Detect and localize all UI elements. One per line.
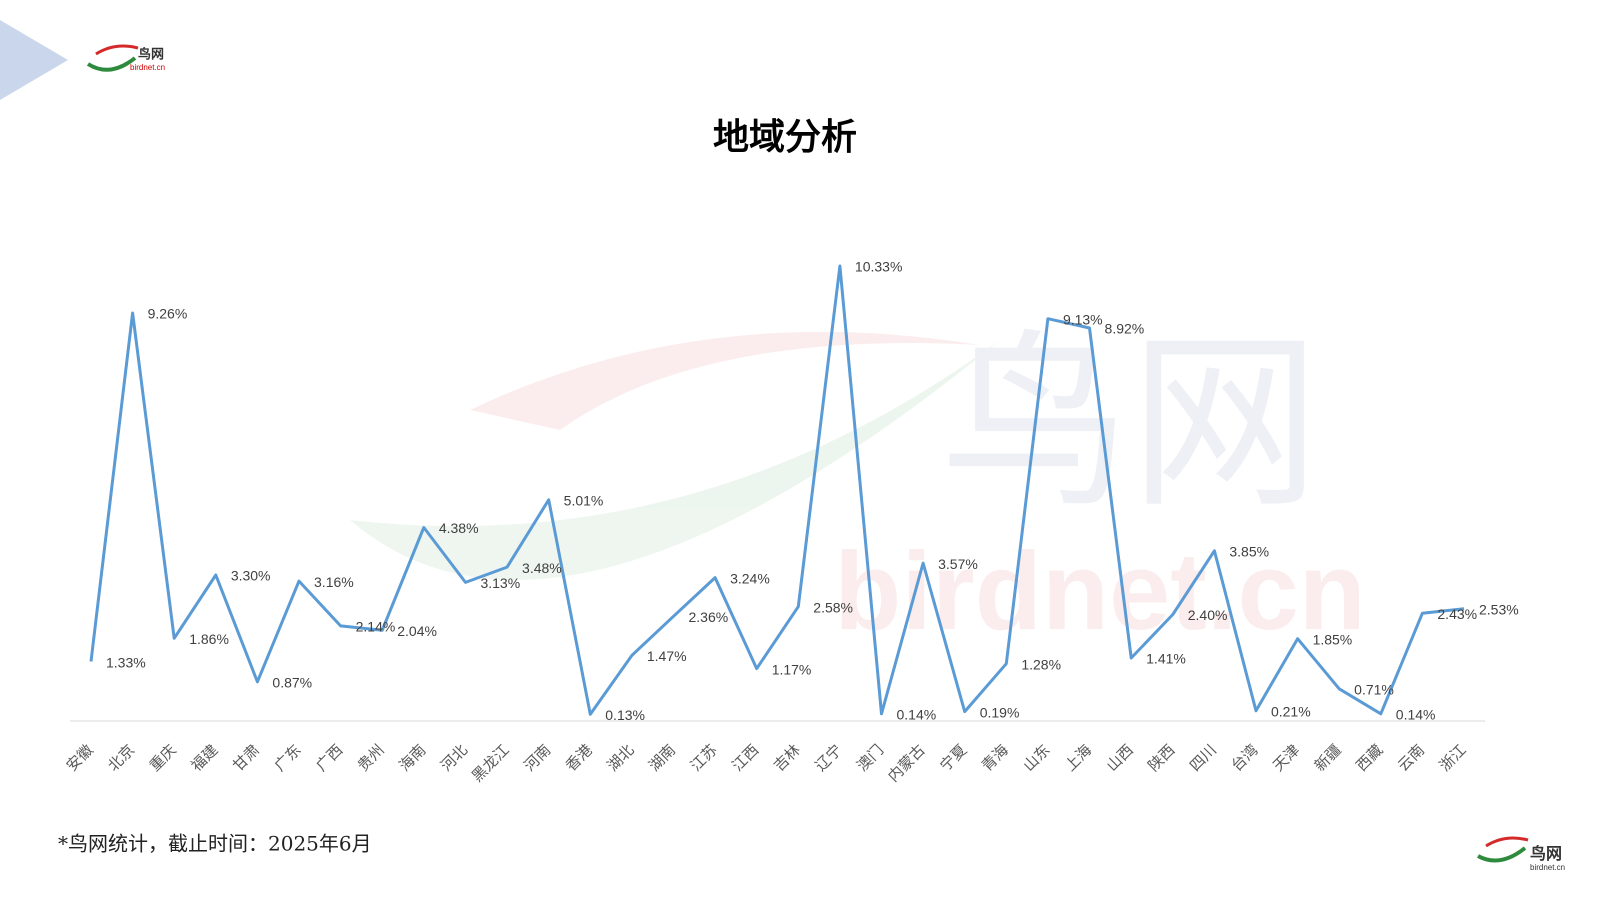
x-tick-label: 新疆 <box>1312 742 1345 775</box>
x-tick-label: 贵州 <box>355 742 388 775</box>
data-label: 2.14% <box>356 619 396 635</box>
watermark-name: 鸟网 <box>940 313 1320 534</box>
x-tick-label: 宁夏 <box>937 742 970 775</box>
data-label: 1.85% <box>1313 631 1353 647</box>
logo-name: 鸟网 <box>1530 844 1562 863</box>
data-label: 1.41% <box>1146 651 1186 667</box>
x-tick-label: 湖南 <box>646 742 679 775</box>
x-tick-label: 内蒙古 <box>885 742 929 786</box>
data-label: 10.33% <box>855 259 902 275</box>
x-tick-label: 河北 <box>438 742 471 775</box>
x-tick-label: 海南 <box>396 742 429 775</box>
x-tick-label: 香港 <box>563 742 596 775</box>
x-tick-label: 上海 <box>1062 742 1095 775</box>
x-tick-label: 河南 <box>521 742 554 775</box>
logo-domain: birdnet.cn <box>1530 863 1565 872</box>
x-tick-label: 澳门 <box>854 742 887 775</box>
x-tick-label: 黑龙江 <box>469 742 513 786</box>
x-tick-label: 安徽 <box>63 742 96 775</box>
footnote: *鸟网统计，截止时间：2025年6月 <box>58 832 372 856</box>
data-label: 1.47% <box>647 648 687 664</box>
x-tick-label: 山东 <box>1020 742 1053 775</box>
watermark-swoosh <box>470 331 980 430</box>
x-tick-label: 辽宁 <box>812 742 845 775</box>
data-label: 9.13% <box>1063 311 1103 327</box>
data-label: 1.28% <box>1021 656 1061 672</box>
data-label: 0.14% <box>897 707 937 723</box>
data-line <box>89 264 1465 716</box>
watermark-domain: birdnet.cn <box>834 530 1366 653</box>
x-tick-label: 吉林 <box>771 742 804 775</box>
data-label: 3.13% <box>480 575 520 591</box>
x-tick-label: 四川 <box>1187 742 1220 775</box>
x-tick-label: 山西 <box>1104 742 1137 775</box>
x-tick-label: 北京 <box>105 742 138 775</box>
data-label: 2.43% <box>1437 606 1477 622</box>
x-tick-label: 福建 <box>188 742 221 775</box>
data-label: 2.36% <box>688 609 728 625</box>
x-tick-label: 江西 <box>729 742 762 775</box>
x-tick-label: 湖北 <box>604 742 637 775</box>
data-label: 0.13% <box>605 707 645 723</box>
data-label: 3.16% <box>314 574 354 590</box>
data-label: 4.38% <box>439 520 479 536</box>
logo-swoosh <box>1477 846 1527 863</box>
data-label: 3.24% <box>730 570 770 586</box>
data-label: 3.85% <box>1229 543 1269 559</box>
data-label: 2.53% <box>1479 602 1519 618</box>
x-tick-label: 天津 <box>1270 742 1303 775</box>
data-label: 0.14% <box>1396 707 1436 723</box>
x-tick-label: 广西 <box>313 742 346 775</box>
chart-title: 地域分析 <box>713 116 857 158</box>
x-tick-label: 西藏 <box>1353 742 1386 775</box>
x-tick-label: 甘肃 <box>230 742 263 775</box>
data-label: 0.19% <box>980 704 1020 720</box>
x-tick-label: 重庆 <box>147 742 180 775</box>
x-tick-label: 青海 <box>979 742 1012 775</box>
logo-small: 鸟网 birdnet.cn <box>1477 836 1565 872</box>
data-label: 8.92% <box>1105 321 1145 337</box>
data-label: 9.26% <box>148 306 188 322</box>
x-tick-label: 浙江 <box>1436 742 1469 775</box>
data-label: 0.21% <box>1271 703 1311 719</box>
watermark: 鸟网 birdnet.cn <box>350 313 1366 653</box>
logo-swoosh <box>1485 836 1529 848</box>
x-tick-label: 陕西 <box>1145 742 1178 775</box>
corner-triangle <box>0 20 68 100</box>
data-label: 3.30% <box>231 568 271 584</box>
data-label: 0.71% <box>1354 681 1394 697</box>
logo-swoosh <box>95 44 139 56</box>
data-label: 3.48% <box>522 560 562 576</box>
x-tick-label: 台湾 <box>1228 742 1261 775</box>
x-tick-label: 云南 <box>1395 742 1428 775</box>
logo-domain: birdnet.cn <box>130 63 165 72</box>
x-tick-label: 江苏 <box>687 742 720 775</box>
data-label: 2.04% <box>397 623 437 639</box>
watermark-swoosh <box>350 340 1000 580</box>
data-label: 1.33% <box>106 654 146 670</box>
data-label: 1.17% <box>772 661 812 677</box>
x-tick-label: 广东 <box>271 742 304 775</box>
data-label: 3.57% <box>938 556 978 572</box>
logo-swoosh <box>86 56 137 72</box>
logo-name: 鸟网 <box>138 46 164 61</box>
data-label: 0.87% <box>272 674 312 690</box>
data-label: 1.86% <box>189 631 229 647</box>
data-label: 5.01% <box>564 493 604 509</box>
logo: 鸟网 birdnet.cn <box>86 44 165 72</box>
data-label: 2.40% <box>1188 607 1228 623</box>
data-label: 2.58% <box>813 599 853 615</box>
